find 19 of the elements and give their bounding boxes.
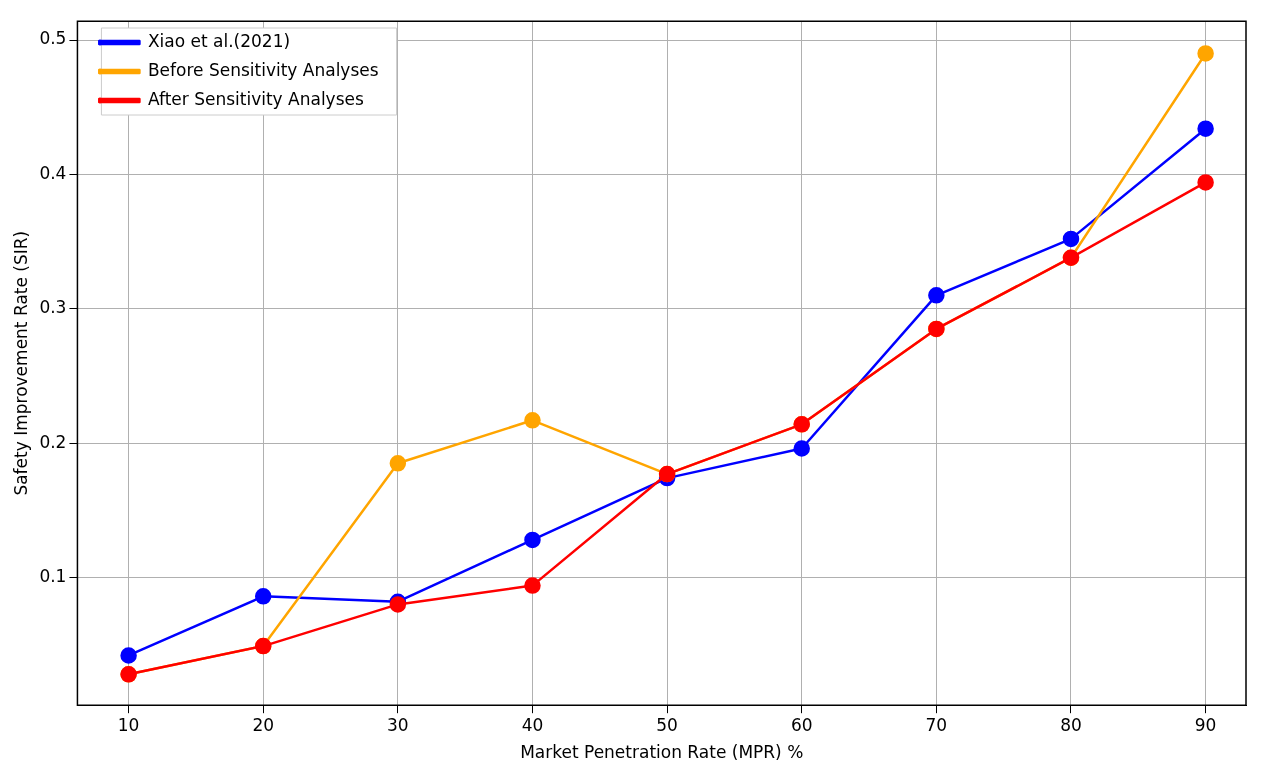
legend-label: Before Sensitivity Analyses — [147, 59, 379, 80]
y-tick-label: 0.3 — [39, 297, 67, 318]
y-tick-label: 0.4 — [39, 162, 67, 183]
x-tick-label: 60 — [790, 714, 813, 735]
x-tick-label: 30 — [387, 714, 409, 735]
legend-label: Xiao et al.(2021) — [147, 30, 291, 51]
y-axis-title: Safety Improvement Rate (SIR) — [10, 230, 31, 496]
x-tick-label: 70 — [925, 714, 948, 735]
y-tick-label: 0.5 — [39, 28, 67, 49]
x-tick-label: 10 — [117, 714, 140, 735]
x-tick-label: 50 — [656, 714, 678, 735]
x-tick-label: 40 — [521, 714, 544, 735]
x-tick-label: 90 — [1194, 714, 1217, 735]
y-tick-label: 0.2 — [39, 431, 67, 452]
y-tick-label: 0.1 — [39, 565, 67, 586]
x-tick-label: 20 — [252, 714, 275, 735]
legend-label: After Sensitivity Analyses — [147, 88, 364, 109]
x-tick-label: 80 — [1060, 714, 1082, 735]
x-axis-title: Market Penetration Rate (MPR) % — [520, 742, 804, 763]
